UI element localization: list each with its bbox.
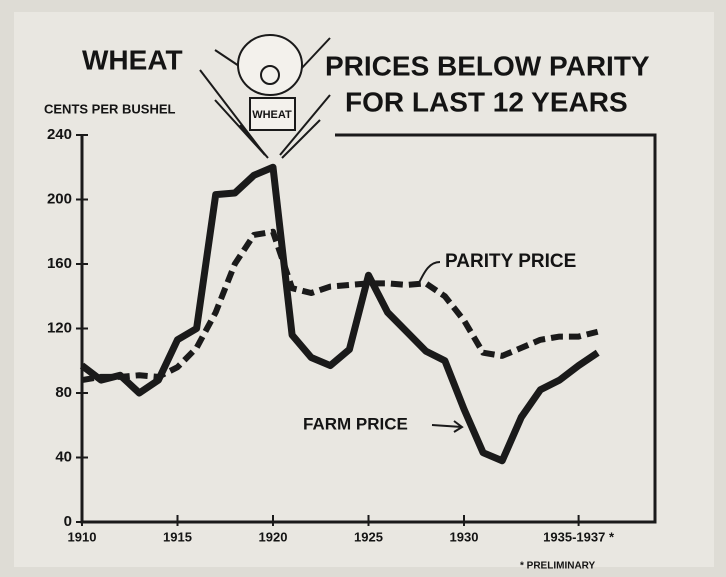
series-label: FARM PRICE — [303, 414, 408, 433]
y-axis-label: CENTS PER BUSHEL — [44, 101, 176, 116]
snout — [261, 66, 279, 84]
chart-title: WHEAT — [82, 44, 183, 75]
x-tick-label: 1935-1937 * — [543, 529, 615, 544]
y-tick-label: 0 — [64, 513, 72, 530]
y-tick-label: 80 — [55, 384, 72, 401]
icon-label: WHEAT — [252, 109, 292, 121]
x-tick-label: 1910 — [68, 529, 97, 544]
y-tick-label: 160 — [47, 255, 72, 272]
footnote: * PRELIMINARY — [520, 561, 596, 572]
series-label: PARITY PRICE — [445, 251, 576, 272]
x-tick-label: 1920 — [259, 529, 288, 544]
x-tick-label: 1915 — [163, 529, 192, 544]
y-tick-label: 200 — [47, 190, 72, 207]
y-tick-label: 240 — [47, 126, 72, 143]
y-tick-label: 40 — [55, 448, 72, 465]
subtitle: FOR LAST 12 YEARS — [345, 86, 628, 117]
subtitle: PRICES BELOW PARITY — [325, 50, 650, 81]
chart: WHEAT PRICES BELOW PARITY FOR LAST 12 YE… — [0, 0, 726, 577]
x-tick-label: 1930 — [450, 529, 479, 544]
y-tick-label: 120 — [47, 319, 72, 336]
x-tick-label: 1925 — [354, 529, 383, 544]
